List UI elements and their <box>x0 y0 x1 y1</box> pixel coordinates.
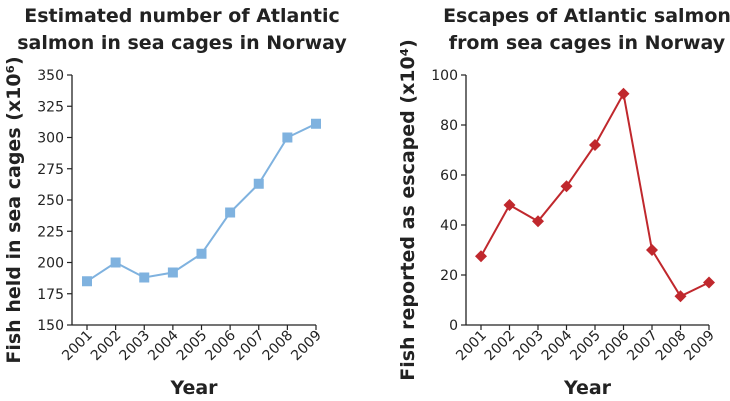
data-point <box>282 132 293 143</box>
data-point <box>225 207 236 218</box>
y-tick-label: 40 <box>440 218 458 234</box>
y-tick-label: 325 <box>37 99 64 115</box>
x-tick-label: 2004 <box>539 327 576 364</box>
data-point <box>674 290 687 303</box>
x-tick-label: 2007 <box>231 328 268 365</box>
data-point <box>532 215 544 228</box>
data-point <box>196 248 207 259</box>
x-tick-label: 2002 <box>88 328 125 365</box>
x-axis-label: Year <box>169 377 218 399</box>
x-tick-label: 2005 <box>567 328 604 365</box>
y-tick-label: 0 <box>449 318 458 334</box>
y-axis-label: Fish held in sea cages (x10⁶) <box>3 56 25 363</box>
y-tick-label: 200 <box>37 256 64 272</box>
y-tick-label: 300 <box>37 131 64 147</box>
y-tick-label: 350 <box>37 68 64 84</box>
chart-1: Estimated number of Atlantic salmon in se… <box>3 5 347 399</box>
data-point <box>139 272 150 283</box>
data-point <box>617 87 630 100</box>
data-point <box>503 199 516 211</box>
x-tick-label: 2009 <box>288 328 325 365</box>
y-tick-label: 225 <box>37 224 64 240</box>
data-point <box>82 276 92 287</box>
x-tick-label: 2001 <box>453 328 490 365</box>
chart-2: Escapes of Atlantic salmon from sea cages… <box>397 5 730 399</box>
y-tick-label: 20 <box>440 268 458 284</box>
series-line <box>480 90 710 298</box>
y-tick-label: 175 <box>37 287 64 303</box>
x-tick-label: 2002 <box>482 328 519 365</box>
data-point <box>475 250 487 263</box>
y-tick-label: 150 <box>37 318 64 334</box>
x-tick-label: 2004 <box>145 327 182 364</box>
y-tick-label: 100 <box>431 68 458 84</box>
y-axis-label: Fish reported as escaped (x10⁴) <box>397 39 419 381</box>
data-point <box>253 178 264 189</box>
x-tick-label: 2007 <box>624 328 661 365</box>
chart-title-line: Escapes of Atlantic salmon <box>443 5 730 27</box>
data-point <box>311 118 321 129</box>
x-tick-label: 2006 <box>202 327 239 364</box>
x-tick-label: 2009 <box>681 328 718 365</box>
x-tick-label: 2001 <box>59 328 96 365</box>
data-point <box>703 276 715 289</box>
y-tick-label: 80 <box>440 118 458 134</box>
data-point <box>646 244 658 256</box>
chart-title-line: Estimated number of Atlantic <box>24 5 339 27</box>
x-tick-label: 2008 <box>653 328 690 365</box>
x-tick-label: 2005 <box>174 328 211 365</box>
x-tick-label: 2003 <box>117 328 154 365</box>
y-tick-label: 250 <box>37 193 64 209</box>
x-tick-label: 2008 <box>260 328 297 365</box>
data-point <box>560 180 573 193</box>
x-axis-label: Year <box>563 377 612 399</box>
chart-title-line: from sea cages in Norway <box>449 32 726 54</box>
x-tick-label: 2006 <box>596 327 633 364</box>
x-tick-label: 2003 <box>510 328 547 365</box>
y-tick-label: 275 <box>37 162 64 178</box>
data-point <box>167 267 178 278</box>
data-point <box>110 257 121 268</box>
y-tick-label: 60 <box>440 168 458 184</box>
data-point <box>589 139 601 151</box>
chart-title-line: salmon in sea cages in Norway <box>17 32 347 54</box>
